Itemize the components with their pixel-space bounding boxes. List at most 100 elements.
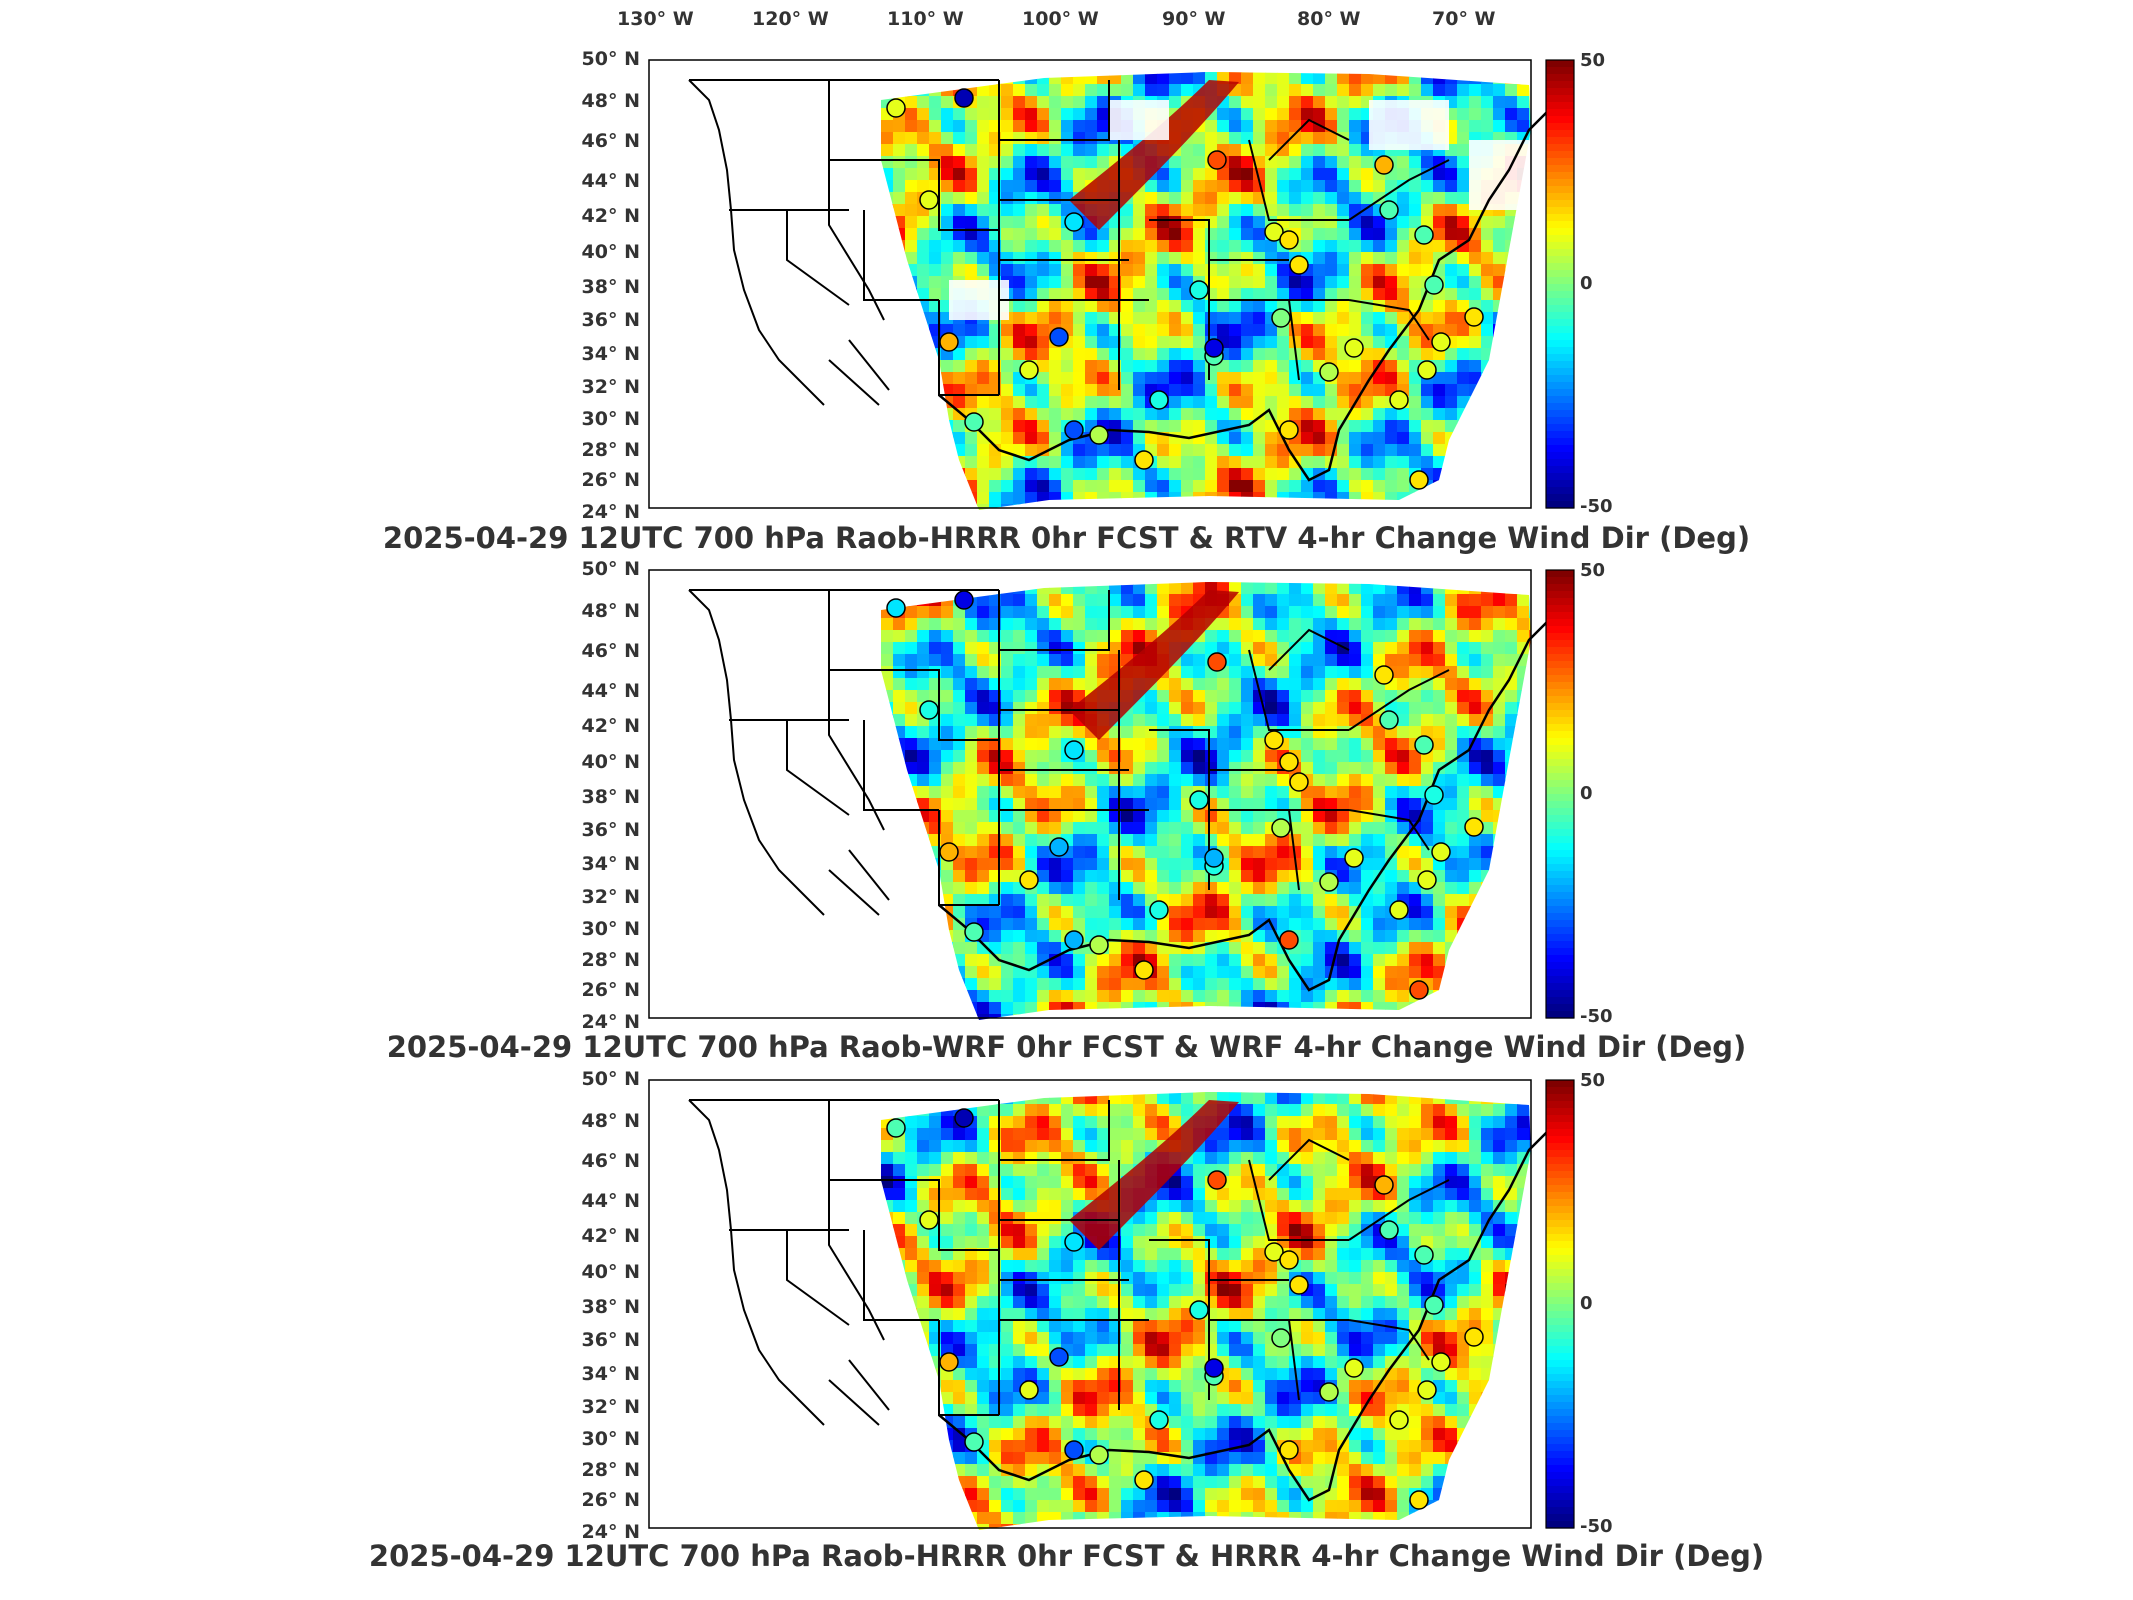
raob-station-marker (939, 332, 959, 352)
map-content-2 (648, 569, 1571, 1020)
raob-station-marker (1019, 870, 1039, 890)
raob-station-marker (1389, 390, 1409, 410)
raob-station-marker (1374, 1175, 1394, 1195)
state-boundaries-2 (688, 589, 1450, 916)
raob-station-marker (919, 1210, 939, 1230)
panel-2-title: 2025-04-29 12UTC 700 hPa Raob-WRF 0hr FC… (386, 1030, 1747, 1064)
raob-station-marker (1417, 870, 1437, 890)
raob-station-marker (1271, 1328, 1291, 1348)
lat-tick-label: 48° N (581, 600, 640, 622)
map-frame-2 (648, 569, 1532, 1019)
raob-station-marker (1279, 1250, 1299, 1270)
state-boundaries-3 (688, 1099, 1450, 1426)
lat-tick-label: 24° N (581, 501, 640, 523)
raob-station-marker (1204, 338, 1224, 358)
lat-tick-label: 24° N (581, 1011, 640, 1033)
map-frame-3 (648, 1079, 1532, 1529)
lat-tick-label: 42° N (581, 1225, 640, 1247)
raob-station-marker (1319, 1382, 1339, 1402)
lon-tick-70w: 70° W (1432, 8, 1496, 30)
raob-station-marker (1344, 1358, 1364, 1378)
state-boundaries-1 (688, 79, 1450, 406)
raob-station-marker (964, 922, 984, 942)
lon-tick-80w: 80° W (1297, 8, 1361, 30)
colorbar-min-label: -50 (1580, 496, 1613, 517)
lat-tick-label: 32° N (581, 886, 640, 908)
lat-tick-label: 40° N (581, 751, 640, 773)
raob-station-marker (1049, 837, 1069, 857)
raob-station-marker (1424, 1295, 1444, 1315)
coastline-2 (938, 589, 1571, 992)
colorbar-mid-label: 0 (1580, 273, 1593, 294)
raob-station-marker (1089, 425, 1109, 445)
raob-station-marker (1149, 1410, 1169, 1430)
lat-tick-label: 38° N (581, 786, 640, 808)
raob-station-marker (1149, 390, 1169, 410)
lat-tick-label: 50° N (581, 48, 640, 70)
raob-station-marker (1374, 155, 1394, 175)
lat-tick-label: 32° N (581, 1396, 640, 1418)
raob-station-marker (1189, 280, 1209, 300)
raob-station-marker (1431, 842, 1451, 862)
raob-station-marker (1389, 1410, 1409, 1430)
raob-station-marker (1379, 710, 1399, 730)
lat-tick-label: 30° N (581, 1428, 640, 1450)
raob-station-marker (1019, 1380, 1039, 1400)
raob-station-marker (1279, 752, 1299, 772)
lat-tick-label: 34° N (581, 1363, 640, 1385)
raob-station-marker (964, 1432, 984, 1452)
raob-station-marker (964, 412, 984, 432)
raob-station-marker (1049, 1347, 1069, 1367)
colorbar-min-label: -50 (1580, 1006, 1613, 1027)
raob-station-marker (954, 88, 974, 108)
colorbar-max-label: 50 (1580, 1070, 1606, 1091)
lat-tick-label: 46° N (581, 640, 640, 662)
raob-station-marker (1207, 652, 1227, 672)
raob-station-marker (1271, 308, 1291, 328)
lat-tick-label: 44° N (581, 170, 640, 192)
colorbar-max-label: 50 (1580, 560, 1606, 581)
raob-station-marker (1279, 930, 1299, 950)
raob-station-marker (919, 190, 939, 210)
raob-station-marker (1417, 360, 1437, 380)
raob-station-marker (1409, 470, 1429, 490)
panel-1-title: 2025-04-29 12UTC 700 hPa Raob-HRRR 0hr F… (382, 521, 1751, 555)
raob-station-marker (954, 590, 974, 610)
lon-tick-110w: 110° W (887, 8, 964, 30)
raob-station-marker (1414, 735, 1434, 755)
raob-station-marker (886, 1118, 906, 1138)
raob-station-marker (1379, 200, 1399, 220)
lat-tick-label: 32° N (581, 376, 640, 398)
raob-station-marker (1409, 1490, 1429, 1510)
raob-station-marker (1264, 222, 1284, 242)
map-content-3 (648, 1079, 1571, 1530)
raob-station-marker (1064, 1232, 1084, 1252)
raob-station-marker (1207, 1170, 1227, 1190)
raob-station-marker (1134, 960, 1154, 980)
colorbar-1 (1545, 59, 1575, 509)
lon-tick-100w: 100° W (1022, 8, 1099, 30)
lat-tick-label: 48° N (581, 1110, 640, 1132)
raob-stations-1 (886, 88, 1484, 490)
raob-station-marker (1264, 1242, 1284, 1262)
raob-station-marker (939, 1352, 959, 1372)
lat-tick-label: 48° N (581, 90, 640, 112)
lat-tick-label: 26° N (581, 979, 640, 1001)
coastline-1 (938, 79, 1571, 482)
raob-station-marker (954, 1108, 974, 1128)
raob-station-marker (1189, 790, 1209, 810)
raob-station-marker (1207, 150, 1227, 170)
raob-station-marker (1344, 848, 1364, 868)
raob-station-marker (1464, 307, 1484, 327)
raob-station-marker (1279, 230, 1299, 250)
lon-tick-120w: 120° W (752, 8, 829, 30)
raob-station-marker (1019, 360, 1039, 380)
lat-tick-label: 28° N (581, 439, 640, 461)
raob-station-marker (1289, 1275, 1309, 1295)
lat-tick-label: 50° N (581, 1068, 640, 1090)
lat-tick-label: 44° N (581, 680, 640, 702)
raob-station-marker (1279, 1440, 1299, 1460)
raob-station-marker (1424, 275, 1444, 295)
